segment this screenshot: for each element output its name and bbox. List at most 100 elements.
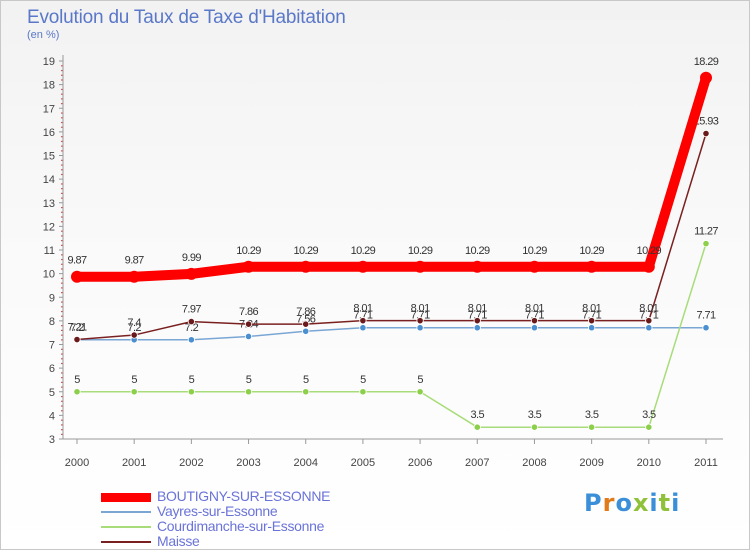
y-minor-tick [61,263,63,265]
data-point [416,388,424,396]
y-minor-tick [61,206,63,209]
x-tick-label: 2011 [694,457,718,469]
x-tick-label: 2008 [522,457,546,469]
y-tick-label: 19 [43,56,55,68]
data-point [73,335,81,344]
y-minor-tick [61,126,63,128]
y-minor-tick [61,216,63,218]
y-tick-label: 4 [49,410,55,422]
data-label: 10.29 [293,245,318,257]
legend-label: BOUTIGNY-SUR-ESSONNE [157,488,331,504]
data-point [299,260,312,273]
data-label: 7.71 [468,310,487,322]
data-point [356,260,369,273]
x-tick-label: 2009 [579,457,603,469]
data-point [130,388,138,396]
data-label: 9.87 [67,255,86,267]
data-label: 8.01 [582,303,601,315]
data-point [414,260,427,273]
y-tick-label: 15 [43,151,55,163]
data-label: 7.21 [67,322,86,334]
data-label: 3.5 [471,409,485,421]
data-point [528,260,541,273]
data-label: 8.01 [411,303,430,315]
y-tick-label: 3 [49,434,55,446]
data-label: 8.01 [639,303,658,315]
data-point [473,324,481,332]
y-minor-tick [61,372,63,374]
data-point [359,317,367,325]
x-tick-label: 2002 [179,457,203,469]
data-point [185,267,198,280]
data-label: 10.29 [637,245,662,257]
data-label: 7.71 [353,310,372,322]
y-minor-tick [61,192,63,194]
y-tick-label: 5 [49,387,55,399]
y-minor-tick [61,145,63,147]
y-minor-tick [61,93,63,95]
data-label: 7.56 [296,313,315,325]
legend-swatch [101,511,151,513]
data-point [530,423,539,431]
series-line [76,326,707,341]
y-tick-label: 12 [43,221,55,233]
data-point [128,270,141,283]
x-tick-label: 2001 [122,457,146,469]
proxiti-logo: Proxiti [584,489,680,517]
y-minor-tick [61,140,63,143]
data-label: 3.5 [528,409,542,421]
y-minor-tick [61,334,63,336]
data-label: 5 [131,374,137,386]
y-minor-tick [61,197,63,199]
data-point [71,270,83,283]
data-point [187,336,195,344]
data-label: 9.87 [125,255,144,267]
y-minor-tick [61,424,63,426]
data-label: 3.5 [585,409,599,421]
data-point [588,317,596,325]
y-tick-label: 8 [49,316,55,328]
data-point [473,423,481,431]
y-minor-tick [61,405,63,407]
data-label: 7.2 [70,322,84,334]
data-point [416,324,424,332]
legend-label: Maisse [157,533,200,549]
x-tick-label: 2010 [637,457,661,469]
data-label: 7.4 [127,317,141,329]
chart-subtitle: (en %) [27,29,60,41]
y-minor-tick [61,183,63,185]
y-tick-label: 13 [43,198,55,210]
y-minor-tick [61,287,63,289]
data-label: 5 [360,374,366,386]
y-tick-label: 9 [49,292,55,304]
x-tick-label: 2007 [465,457,489,469]
data-label: 5 [74,374,80,386]
data-point [302,320,310,328]
data-label: 7.97 [182,304,201,316]
y-minor-tick [61,121,63,124]
y-minor-tick [61,358,63,360]
y-minor-tick [61,173,63,176]
data-point [473,317,481,325]
y-minor-tick [61,103,63,105]
y-minor-tick [61,169,63,171]
y-minor-tick [61,306,63,308]
data-point [187,317,195,326]
y-minor-tick [61,79,63,81]
data-point [702,129,710,138]
y-minor-tick [61,188,63,190]
data-label: 9.99 [182,252,201,264]
y-minor-tick [61,268,63,270]
legend-swatch [101,526,151,528]
y-minor-tick [61,235,63,237]
series-line [76,242,707,428]
data-point [645,423,653,431]
y-tick-label: 17 [43,103,55,115]
data-point [130,331,138,339]
x-tick-label: 2003 [236,457,260,469]
y-minor-tick [61,339,63,341]
data-label: 7.71 [639,310,658,322]
y-minor-tick [61,112,63,114]
y-minor-tick [61,98,63,100]
logo-letter: i [649,489,659,517]
